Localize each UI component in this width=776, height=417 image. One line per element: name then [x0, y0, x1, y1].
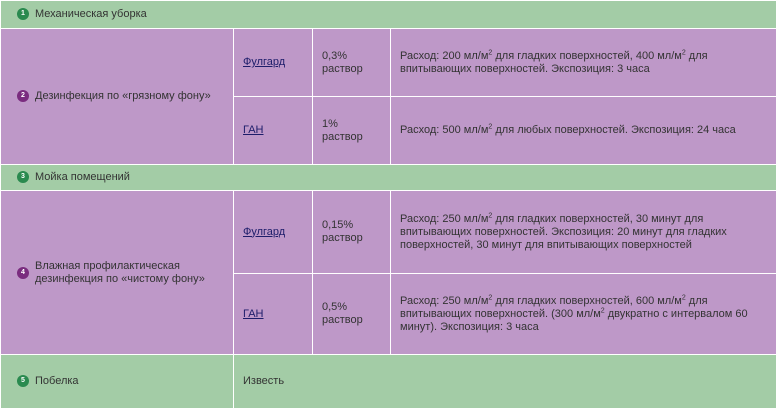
product-link-gan[interactable]: ГАН [243, 307, 264, 320]
agent-note: Известь [243, 375, 285, 387]
description-cell: Расход: 500 мл/м2 для любых поверхностей… [391, 97, 776, 164]
concentration-unit: раствор [322, 232, 363, 244]
description-text: для гладких поверхностей, 400 мл/м [492, 49, 682, 62]
unit-exponent: 2 [488, 211, 493, 219]
stage-label: Механическая уборка [35, 7, 147, 20]
stage-cell: 3 Мойка помещений [1, 165, 776, 190]
step-number-badge: 4 [17, 266, 29, 279]
unit-exponent: 2 [488, 293, 493, 301]
stage-row-1: 1 Механическая уборка [1, 1, 776, 28]
stage-row-5: 5 Побелка Известь [1, 355, 776, 408]
description-cell: Расход: 200 мл/м2 для гладких поверхност… [391, 29, 776, 96]
product-link-fulgard[interactable]: Фулгард [243, 56, 286, 68]
description-text: Расход: 200 мл/м [400, 49, 489, 62]
stage-label: Мойка помещений [35, 170, 130, 183]
description-text: для гладких поверхностей, 30 минут для в… [400, 212, 727, 251]
concentration-cell: 1% раствор [313, 97, 390, 164]
unit-exponent: 2 [600, 306, 605, 314]
concentration-unit: раствор [322, 62, 363, 75]
stage-cell: 2 Дезинфекция по «грязному фону» [1, 29, 233, 164]
product-row: 4 Влажная профилактическая дезинфекция по … [1, 191, 776, 354]
product-cell: ГАН [234, 97, 312, 164]
stage-row-3: 3 Мойка помещений [1, 165, 776, 190]
concentration-value: 1% [322, 117, 338, 130]
step-number-badge: 2 [17, 90, 29, 103]
description-text: для впитывающих поверхностей. Экспозиция… [400, 49, 708, 75]
stage-cell: 4 Влажная профилактическая дезинфекция по … [1, 191, 233, 354]
unit-exponent: 2 [681, 48, 686, 56]
concentration-cell: 0,3% раствор [313, 29, 390, 96]
product-row: ГАН 0,5% раствор Расход: 250 мл/м2 для г… [1, 274, 776, 354]
stage-label-line: дезинфекция по «чистому фону» [35, 272, 205, 285]
concentration-cell: 0,15% раствор [313, 191, 390, 273]
step-number-badge: 1 [17, 8, 29, 21]
product-link-fulgard[interactable]: Фулгард [243, 225, 286, 238]
description-text: Расход: 500 мл/м [400, 124, 489, 136]
description-text: для любых поверхностей. Экспозиция: 24 ч… [492, 124, 736, 136]
product-cell: Фулгард [234, 29, 312, 96]
stage-label-line: Влажная профилактическая [35, 259, 180, 272]
step-number-badge: 3 [17, 171, 29, 184]
concentration-value: 0,3% [322, 49, 348, 62]
unit-exponent: 2 [488, 123, 493, 131]
stage-label: Побелка [35, 374, 79, 387]
concentration-cell: 0,5% раствор [313, 274, 390, 354]
product-cell: Фулгард [234, 191, 312, 273]
description-text: Расход: 250 мл/м [400, 212, 489, 225]
concentration-value: 0,15% [322, 219, 354, 231]
description-text: двукратно с интервалом 60 минут). Экспоз… [400, 307, 748, 333]
step-number-badge: 5 [17, 375, 29, 388]
stage-label: Влажная профилактическая дезинфекция по «… [35, 260, 205, 286]
product-cell: ГАН [234, 274, 312, 354]
concentration-value: 0,5% [322, 301, 348, 313]
product-row: 2 Дезинфекция по «грязному фону» Фулгард … [1, 29, 776, 164]
unit-exponent: 2 [681, 293, 686, 301]
stage-label: Дезинфекция по «грязному фону» [35, 89, 211, 102]
stage-cell: 1 Механическая уборка [1, 1, 776, 28]
description-cell: Расход: 250 мл/м2 для гладких поверхност… [391, 191, 776, 273]
description-text: для впитывающих поверхностей. (300 мл/м [400, 294, 708, 320]
agent-note-cell: Известь [234, 355, 776, 408]
concentration-unit: раствор [322, 130, 363, 143]
stage-cell: 5 Побелка [1, 355, 233, 408]
description-text: для гладких поверхностей, 600 мл/м [492, 294, 682, 307]
description-text: Расход: 250 мл/м [400, 294, 489, 307]
unit-exponent: 2 [488, 48, 493, 56]
description-cell: Расход: 250 мл/м2 для гладких поверхност… [391, 274, 776, 354]
product-link-gan[interactable]: ГАН [243, 124, 264, 136]
product-row: ГАН 1% раствор Расход: 500 мл/м2 для люб… [1, 97, 776, 164]
concentration-unit: раствор [322, 314, 363, 326]
